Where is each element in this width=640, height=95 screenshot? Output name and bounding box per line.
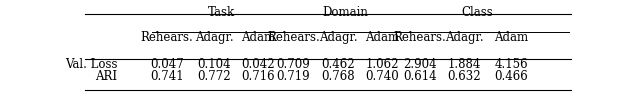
Text: Adagr.: Adagr. bbox=[195, 31, 233, 44]
Text: Rehears.: Rehears. bbox=[140, 31, 193, 44]
Text: Domain: Domain bbox=[323, 6, 368, 19]
Text: 0.047: 0.047 bbox=[150, 58, 184, 71]
Text: 0.632: 0.632 bbox=[447, 70, 481, 83]
Text: 0.768: 0.768 bbox=[321, 70, 355, 83]
Text: ARI: ARI bbox=[95, 70, 117, 83]
Text: Adam: Adam bbox=[241, 31, 276, 44]
Text: 2.904: 2.904 bbox=[403, 58, 436, 71]
Text: 0.716: 0.716 bbox=[242, 70, 275, 83]
Text: Adam: Adam bbox=[495, 31, 529, 44]
Text: Rehears.: Rehears. bbox=[394, 31, 446, 44]
Text: 0.104: 0.104 bbox=[197, 58, 231, 71]
Text: 0.772: 0.772 bbox=[197, 70, 231, 83]
Text: 0.719: 0.719 bbox=[276, 70, 310, 83]
Text: 1.062: 1.062 bbox=[366, 58, 399, 71]
Text: Task: Task bbox=[208, 6, 235, 19]
Text: 0.614: 0.614 bbox=[403, 70, 436, 83]
Text: 0.741: 0.741 bbox=[150, 70, 184, 83]
Text: Adagr.: Adagr. bbox=[445, 31, 484, 44]
Text: 0.740: 0.740 bbox=[365, 70, 399, 83]
Text: 0.709: 0.709 bbox=[276, 58, 310, 71]
Text: Class: Class bbox=[461, 6, 493, 19]
Text: 0.466: 0.466 bbox=[495, 70, 529, 83]
Text: Adagr.: Adagr. bbox=[319, 31, 357, 44]
Text: 0.462: 0.462 bbox=[321, 58, 355, 71]
Text: 0.042: 0.042 bbox=[242, 58, 275, 71]
Text: Rehears.: Rehears. bbox=[267, 31, 319, 44]
Text: 4.156: 4.156 bbox=[495, 58, 529, 71]
Text: 1.884: 1.884 bbox=[448, 58, 481, 71]
Text: Adam: Adam bbox=[365, 31, 399, 44]
Text: Val. Loss: Val. Loss bbox=[65, 58, 117, 71]
